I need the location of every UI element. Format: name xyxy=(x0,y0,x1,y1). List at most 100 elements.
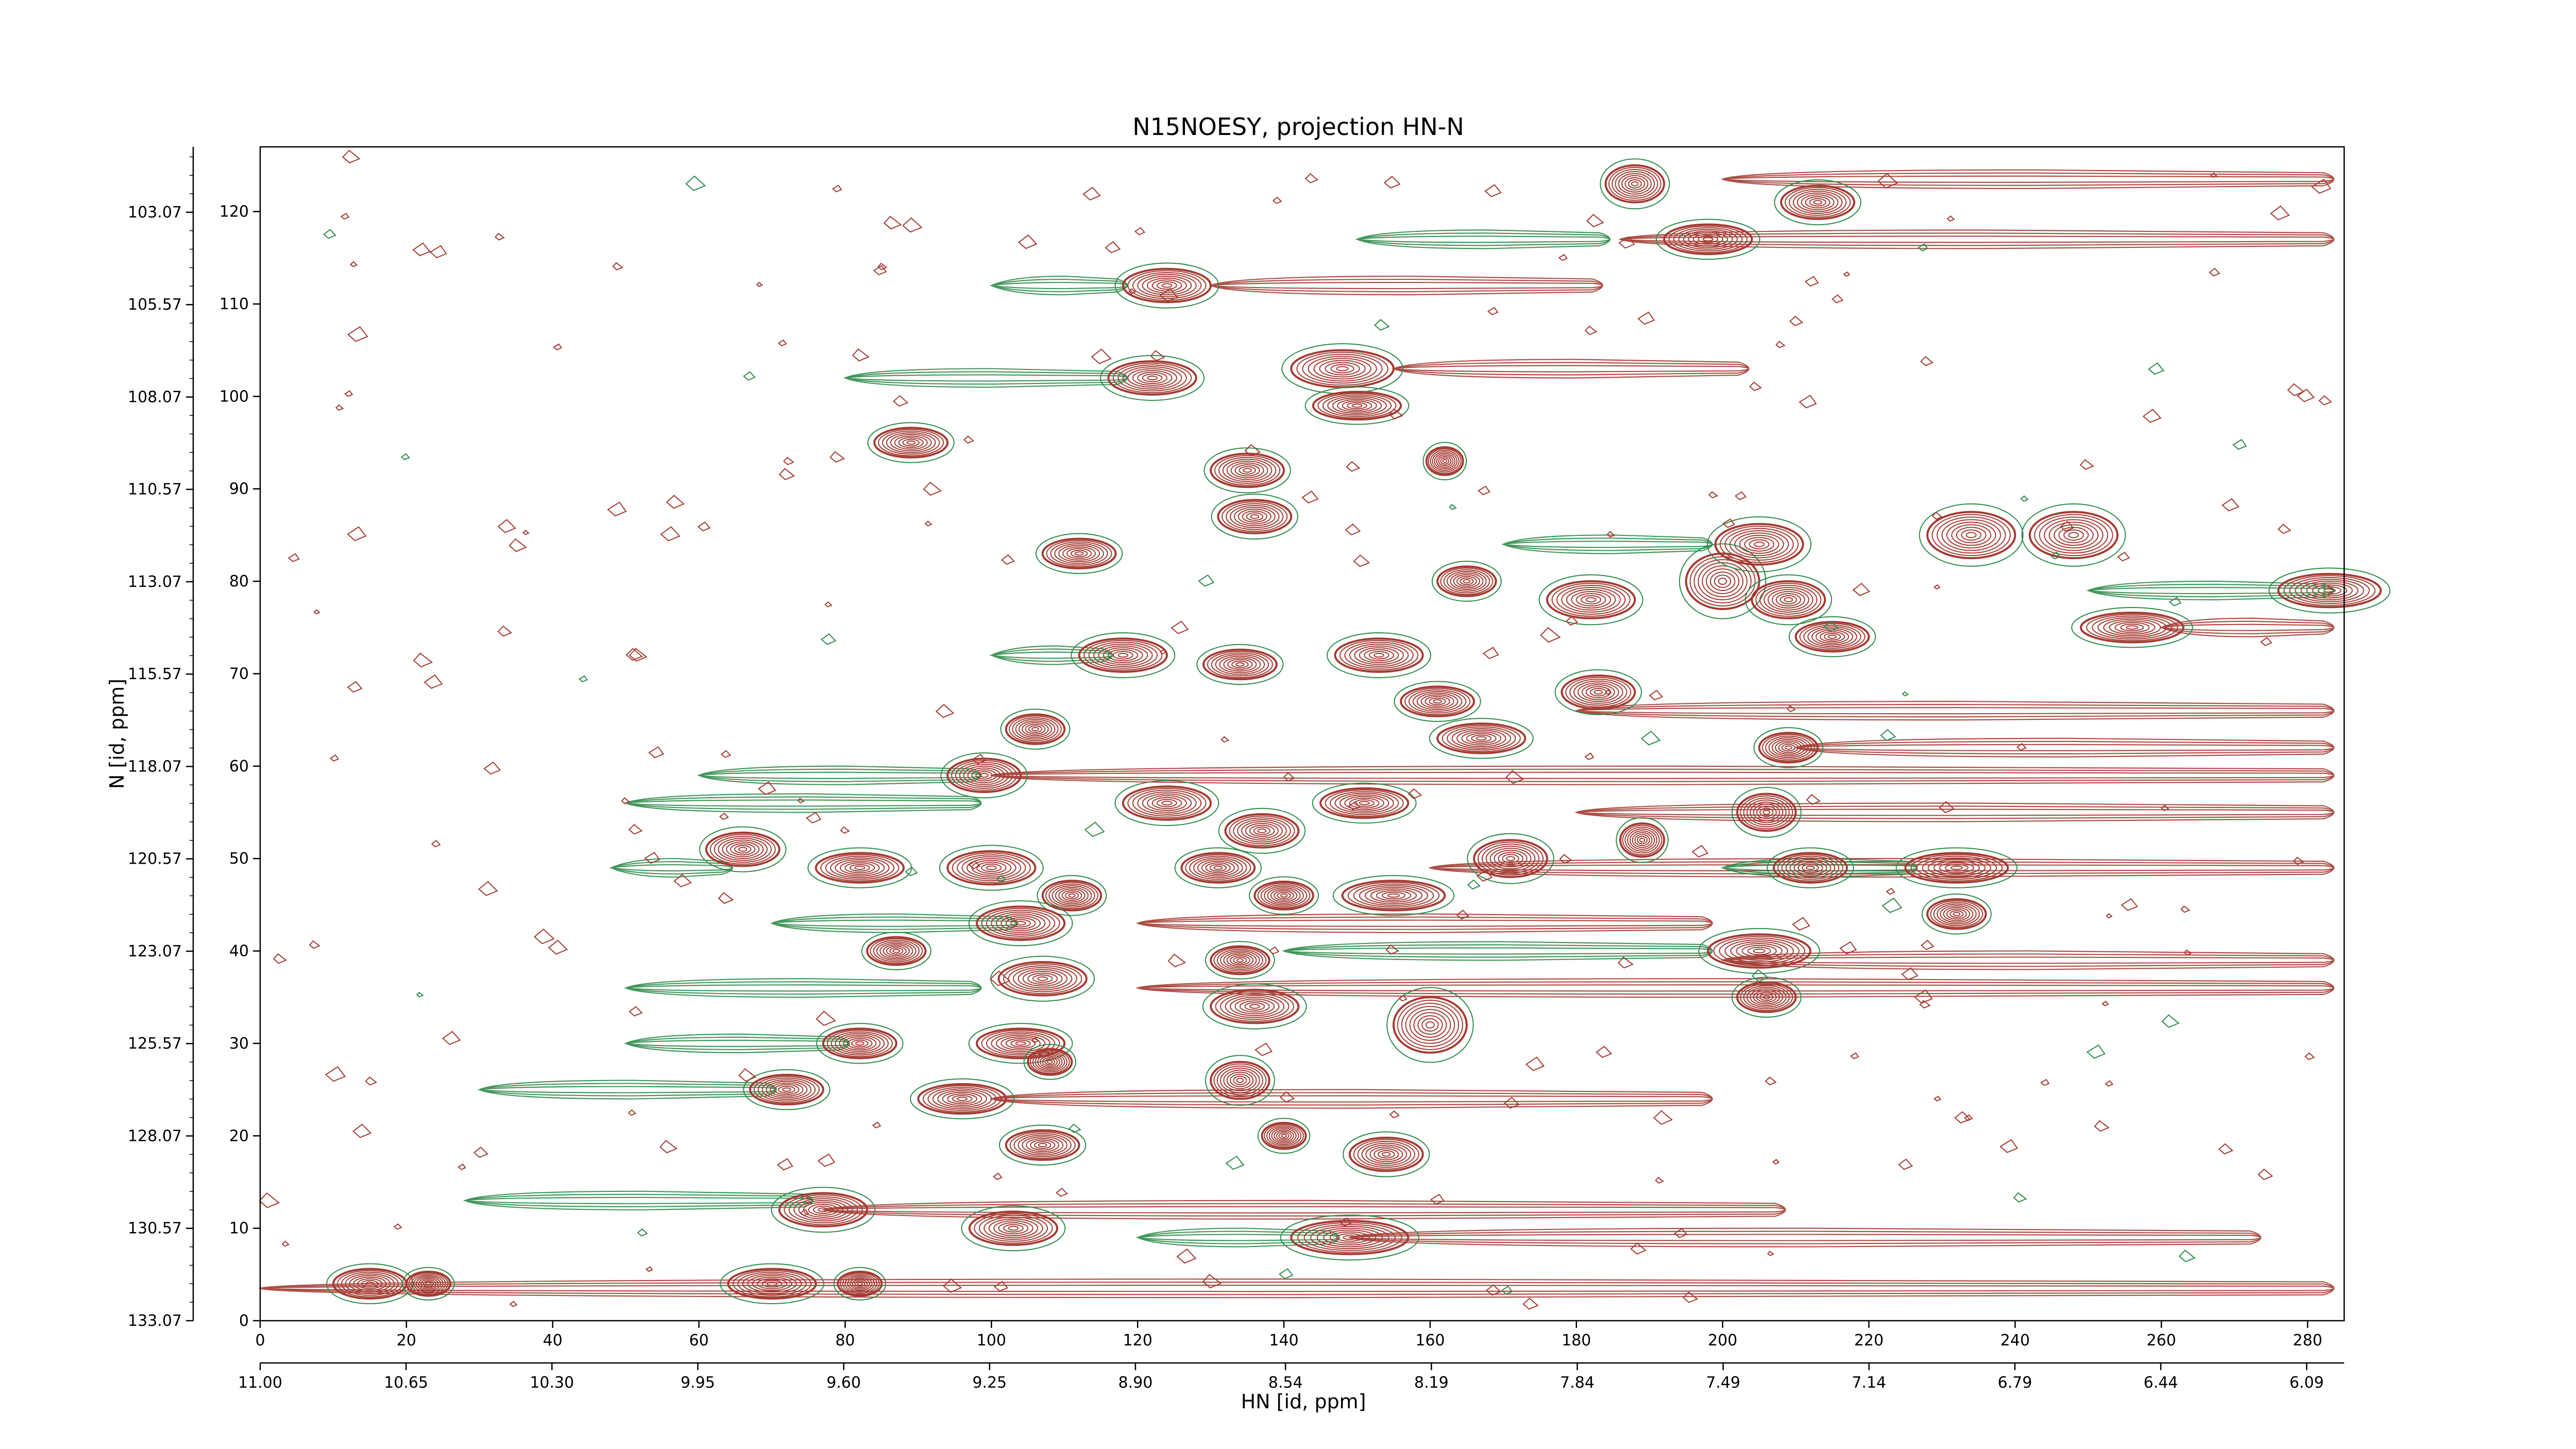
peak-level xyxy=(1702,565,1744,597)
y-index-tick-label: 50 xyxy=(229,850,249,868)
peak-level xyxy=(1132,370,1173,386)
peak-negative-rim xyxy=(1280,1214,1419,1261)
peak-level xyxy=(854,865,866,870)
peak xyxy=(867,422,955,463)
peak-level xyxy=(1811,628,1853,646)
peak-level xyxy=(1436,565,1497,597)
noise-contour xyxy=(393,1223,402,1230)
peak-level xyxy=(1771,738,1805,756)
noise-contour xyxy=(1198,574,1215,587)
peak-level xyxy=(732,1270,812,1298)
peak-level xyxy=(975,1027,1066,1059)
peak-level xyxy=(957,1097,968,1101)
peak-level xyxy=(1013,1133,1072,1157)
peak-level xyxy=(1927,859,1986,877)
streak-level xyxy=(1282,941,1713,961)
peak-level xyxy=(1546,580,1636,619)
peak-level xyxy=(1784,597,1793,602)
noise-contour xyxy=(2142,409,2162,423)
peak-level xyxy=(1220,993,1290,1020)
noise-contour xyxy=(1525,1056,1545,1071)
noise-contour xyxy=(1383,176,1401,189)
peak-level xyxy=(1245,822,1279,839)
peak xyxy=(1204,447,1291,494)
peak-level xyxy=(984,1217,1043,1240)
peak-level xyxy=(1005,713,1066,745)
noise-contour xyxy=(628,1109,637,1116)
peak-level xyxy=(1799,623,1866,651)
peak-level xyxy=(951,760,1018,791)
streak-level xyxy=(478,1080,777,1100)
noise-contour xyxy=(2148,362,2165,375)
peak-level xyxy=(882,430,940,455)
peak-level xyxy=(1453,574,1481,588)
peak-level xyxy=(1775,740,1802,755)
peak-level xyxy=(1027,972,1058,985)
peak-level xyxy=(1216,949,1264,972)
peak-negative-rim xyxy=(1538,574,1643,626)
noise-contour xyxy=(1018,234,1038,249)
peak-level xyxy=(1027,1048,1073,1076)
peak-level xyxy=(1344,642,1414,669)
y-index-axis: 0 10 20 30 40 50 60 70 80 90 100 110 120 xyxy=(219,203,260,1330)
noise-contour xyxy=(1886,887,1895,895)
peak-level xyxy=(1736,793,1797,832)
peak-level xyxy=(1322,394,1392,417)
peak-level xyxy=(1339,794,1389,812)
peak-level xyxy=(1180,852,1256,884)
noise-contour xyxy=(1128,288,1137,294)
noise-contour xyxy=(935,704,955,718)
noise-contour xyxy=(494,232,505,241)
peak-negative-rim xyxy=(1679,543,1767,619)
streak-level xyxy=(624,978,982,998)
peak-level xyxy=(2092,615,2173,640)
peak-level xyxy=(1780,184,1856,220)
peak-level xyxy=(1342,400,1372,411)
peak-level xyxy=(2080,612,2184,644)
peak-level xyxy=(1753,948,1766,954)
peak-level xyxy=(1561,674,1636,710)
peak-level xyxy=(876,941,917,961)
noise-contour xyxy=(629,1006,643,1017)
noise-contour xyxy=(659,1139,678,1154)
x-index-axis: 0 20 40 60 80 100 120 140 160 180 200 220 240 260 280 xyxy=(255,1321,2323,1350)
y-ppm-tick-label: 108.07 xyxy=(128,388,182,406)
noise-contour xyxy=(1804,276,1819,287)
noise-contour xyxy=(2094,1120,2110,1132)
peak-level xyxy=(1233,1075,1247,1085)
peak-level xyxy=(749,1073,824,1106)
peak-level xyxy=(1581,595,1602,604)
noise-contour xyxy=(996,874,1007,883)
x-axis-title: HN [id, ppm] xyxy=(1241,1390,1366,1413)
noise-contour xyxy=(1939,801,1955,814)
streak-level xyxy=(990,645,1113,665)
contour-streak xyxy=(697,765,982,785)
peak-level xyxy=(1312,391,1402,421)
peak-level xyxy=(981,863,1002,872)
peak-negative-rim xyxy=(1895,847,2018,888)
peak-level xyxy=(1233,507,1276,527)
noise-contour xyxy=(824,601,833,608)
noise-contour xyxy=(2105,1080,2114,1087)
noise-contour xyxy=(2270,205,2290,221)
peak-level xyxy=(415,1276,442,1291)
peak-level xyxy=(979,773,989,778)
streak-level xyxy=(1619,229,2334,249)
peak-level xyxy=(1785,857,1836,879)
peak-level xyxy=(1401,1003,1460,1047)
peak-level xyxy=(1249,824,1275,837)
peak-negative-rim xyxy=(1035,533,1123,574)
streak-level xyxy=(463,1193,814,1207)
noise-contour xyxy=(1304,173,1319,183)
noise-contour xyxy=(1933,1096,1941,1102)
peak-level xyxy=(1781,855,1840,880)
peak-level xyxy=(1329,791,1399,815)
peak-level xyxy=(757,1077,816,1102)
peak-level xyxy=(1244,1002,1265,1011)
noise-contour xyxy=(612,262,623,271)
peak-level xyxy=(1404,687,1471,715)
peak-level xyxy=(1709,571,1736,591)
streak-level xyxy=(624,1033,850,1053)
noise-contour xyxy=(1389,1110,1400,1119)
peak-level xyxy=(1241,821,1283,841)
